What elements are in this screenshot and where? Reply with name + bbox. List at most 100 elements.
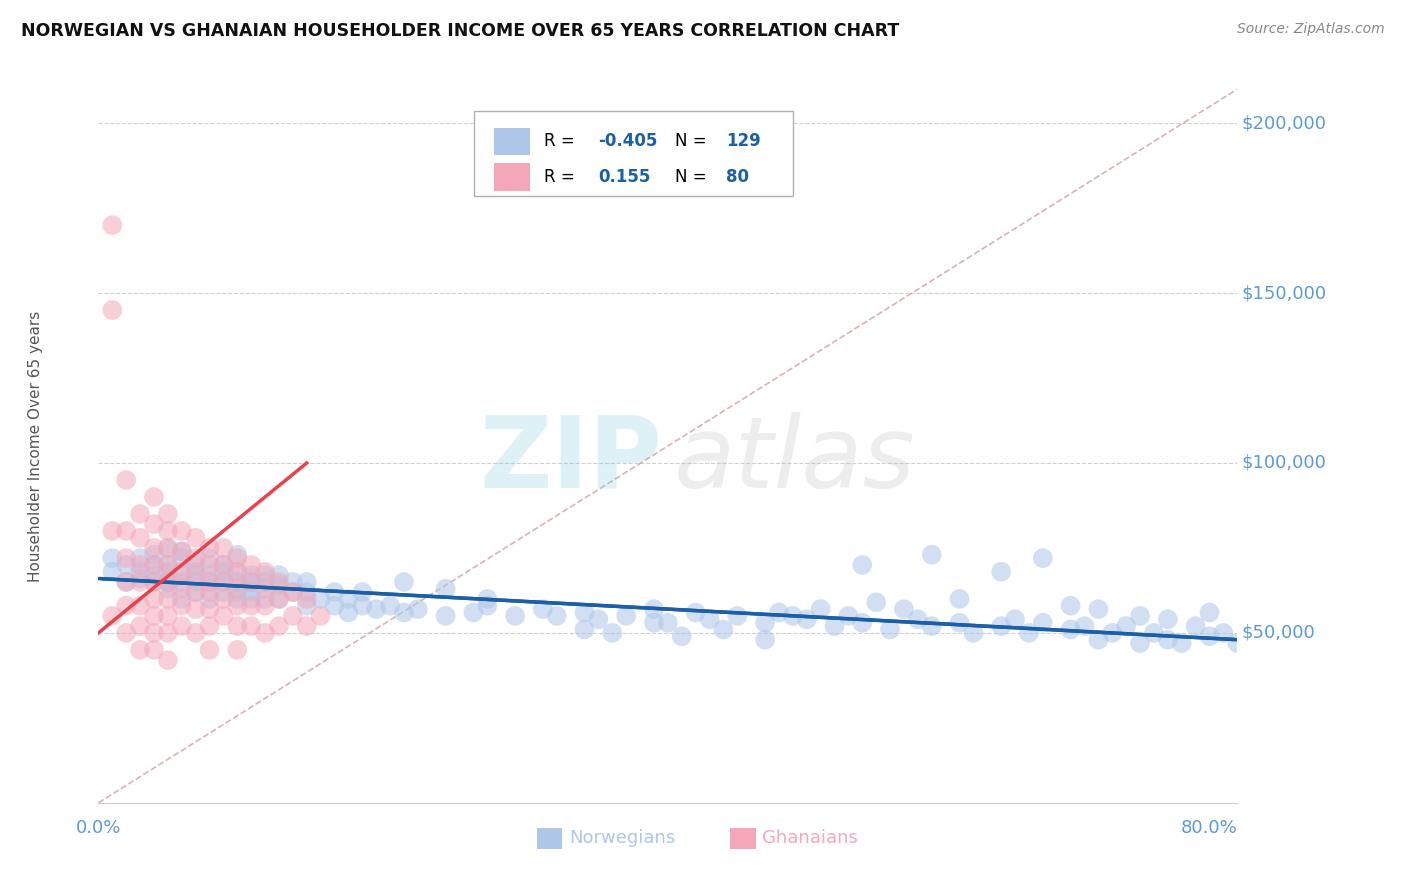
- Point: [156, 524, 179, 538]
- Bar: [731, 828, 755, 849]
- Point: [170, 582, 193, 596]
- Point: [546, 608, 568, 623]
- Point: [143, 574, 166, 589]
- Point: [254, 574, 277, 589]
- Text: atlas: atlas: [673, 412, 915, 508]
- Point: [477, 599, 499, 613]
- Point: [156, 565, 179, 579]
- Point: [156, 591, 179, 606]
- Text: $50,000: $50,000: [1241, 624, 1315, 642]
- Text: N =: N =: [675, 132, 711, 150]
- Point: [337, 606, 360, 620]
- Point: [366, 602, 388, 616]
- Point: [392, 606, 415, 620]
- Point: [170, 591, 193, 606]
- Point: [254, 626, 277, 640]
- Point: [101, 565, 124, 579]
- Point: [267, 591, 290, 606]
- Point: [254, 582, 277, 596]
- Point: [281, 608, 304, 623]
- Text: $100,000: $100,000: [1241, 454, 1326, 472]
- Point: [143, 626, 166, 640]
- Point: [240, 585, 263, 599]
- Point: [281, 585, 304, 599]
- Point: [101, 218, 124, 232]
- Point: [184, 568, 207, 582]
- Point: [1073, 619, 1095, 633]
- Point: [1004, 612, 1026, 626]
- Point: [143, 558, 166, 572]
- Text: Ghanaians: Ghanaians: [762, 830, 858, 847]
- Point: [337, 591, 360, 606]
- Point: [170, 544, 193, 558]
- Point: [143, 558, 166, 572]
- Point: [463, 606, 485, 620]
- Text: -0.405: -0.405: [599, 132, 658, 150]
- Text: $200,000: $200,000: [1241, 114, 1326, 132]
- Point: [907, 612, 929, 626]
- Point: [129, 574, 152, 589]
- Point: [267, 591, 290, 606]
- Point: [392, 574, 415, 589]
- Point: [212, 574, 235, 589]
- Point: [184, 531, 207, 545]
- Point: [503, 608, 526, 623]
- Point: [170, 551, 193, 566]
- Point: [184, 626, 207, 640]
- Point: [990, 619, 1012, 633]
- Point: [101, 551, 124, 566]
- Point: [1059, 599, 1081, 613]
- Point: [851, 615, 873, 630]
- Point: [240, 599, 263, 613]
- Point: [378, 599, 401, 613]
- Point: [101, 524, 124, 538]
- Point: [531, 602, 554, 616]
- Text: ZIP: ZIP: [479, 412, 662, 508]
- Point: [226, 599, 249, 613]
- Point: [1157, 612, 1180, 626]
- Point: [1129, 636, 1152, 650]
- Point: [434, 608, 457, 623]
- Point: [156, 541, 179, 555]
- Point: [1198, 606, 1220, 620]
- Point: [240, 591, 263, 606]
- Point: [1212, 626, 1234, 640]
- Point: [212, 591, 235, 606]
- Point: [115, 524, 138, 538]
- Point: [198, 643, 221, 657]
- Point: [170, 574, 193, 589]
- Point: [212, 585, 235, 599]
- Point: [129, 551, 152, 566]
- Point: [267, 619, 290, 633]
- Point: [657, 615, 679, 630]
- Point: [156, 558, 179, 572]
- Point: [184, 565, 207, 579]
- Point: [309, 591, 332, 606]
- Point: [434, 582, 457, 596]
- Point: [129, 599, 152, 613]
- Point: [129, 507, 152, 521]
- Point: [893, 602, 915, 616]
- Point: [1157, 632, 1180, 647]
- Point: [240, 574, 263, 589]
- Point: [129, 558, 152, 572]
- Point: [115, 551, 138, 566]
- Text: N =: N =: [675, 168, 711, 186]
- Point: [240, 619, 263, 633]
- Point: [614, 608, 637, 623]
- Point: [990, 565, 1012, 579]
- Point: [574, 623, 596, 637]
- Point: [212, 565, 235, 579]
- Point: [1129, 608, 1152, 623]
- Point: [212, 608, 235, 623]
- Point: [170, 619, 193, 633]
- Point: [754, 632, 776, 647]
- Point: [115, 558, 138, 572]
- Text: R =: R =: [544, 132, 579, 150]
- Point: [1059, 623, 1081, 637]
- Point: [115, 574, 138, 589]
- Point: [212, 558, 235, 572]
- Point: [240, 574, 263, 589]
- Point: [156, 653, 179, 667]
- Point: [212, 574, 235, 589]
